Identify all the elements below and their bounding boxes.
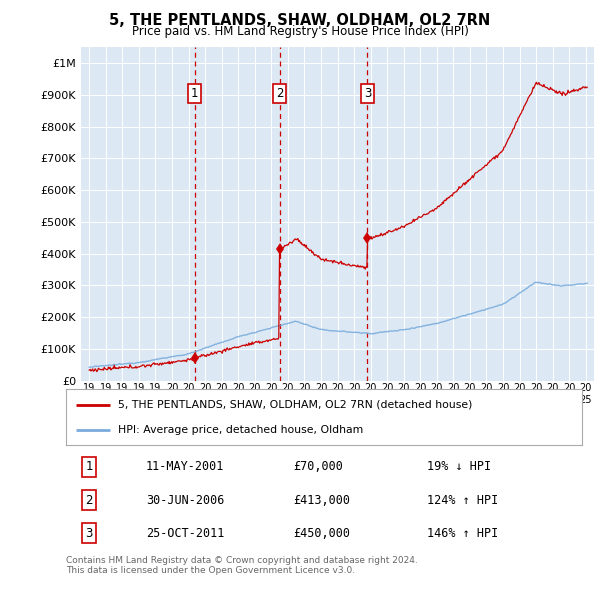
Text: £413,000: £413,000 <box>293 493 350 507</box>
Text: Price paid vs. HM Land Registry's House Price Index (HPI): Price paid vs. HM Land Registry's House … <box>131 25 469 38</box>
Text: 30-JUN-2006: 30-JUN-2006 <box>146 493 224 507</box>
Text: 146% ↑ HPI: 146% ↑ HPI <box>427 526 499 540</box>
Text: HPI: Average price, detached house, Oldham: HPI: Average price, detached house, Oldh… <box>118 425 363 435</box>
Text: 25-OCT-2011: 25-OCT-2011 <box>146 526 224 540</box>
Text: 5, THE PENTLANDS, SHAW, OLDHAM, OL2 7RN: 5, THE PENTLANDS, SHAW, OLDHAM, OL2 7RN <box>109 13 491 28</box>
Text: Contains HM Land Registry data © Crown copyright and database right 2024.
This d: Contains HM Land Registry data © Crown c… <box>66 556 418 575</box>
Text: £450,000: £450,000 <box>293 526 350 540</box>
Text: 5, THE PENTLANDS, SHAW, OLDHAM, OL2 7RN (detached house): 5, THE PENTLANDS, SHAW, OLDHAM, OL2 7RN … <box>118 399 472 409</box>
Text: 124% ↑ HPI: 124% ↑ HPI <box>427 493 499 507</box>
Text: 2: 2 <box>85 493 93 507</box>
Text: £70,000: £70,000 <box>293 460 343 474</box>
Text: 11-MAY-2001: 11-MAY-2001 <box>146 460 224 474</box>
Text: 19% ↓ HPI: 19% ↓ HPI <box>427 460 491 474</box>
Text: 3: 3 <box>364 87 371 100</box>
Text: 1: 1 <box>85 460 93 474</box>
Text: 3: 3 <box>86 526 93 540</box>
Text: 1: 1 <box>191 87 198 100</box>
Text: 2: 2 <box>276 87 283 100</box>
